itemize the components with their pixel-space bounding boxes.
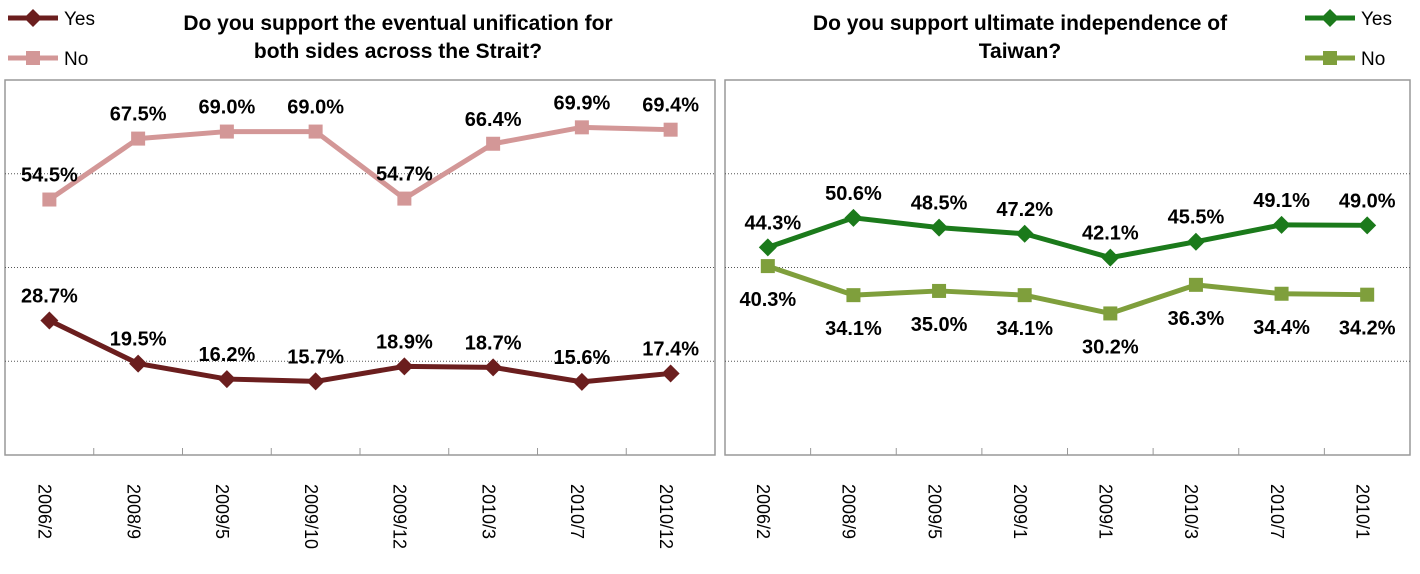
marker <box>40 311 59 330</box>
title-line: Do you support ultimate independence of <box>813 12 1228 35</box>
x-tick-label: 2006/2 <box>753 484 773 539</box>
value-label: 34.1% <box>996 318 1053 340</box>
value-label: 35.0% <box>911 314 968 336</box>
marker <box>1272 215 1291 234</box>
value-label: 54.5% <box>21 165 78 187</box>
marker <box>1101 248 1120 267</box>
marker <box>1186 232 1205 251</box>
x-tick-label: 2009/1 <box>1096 484 1116 539</box>
value-label: 49.1% <box>1253 190 1310 212</box>
marker <box>306 372 325 391</box>
value-label: 69.0% <box>287 97 344 119</box>
marker <box>129 354 148 373</box>
marker <box>663 122 678 137</box>
legend-label: No <box>1361 49 1385 70</box>
x-tick-label: 2010/1 <box>1352 484 1372 539</box>
marker <box>1321 9 1339 27</box>
marker <box>1360 287 1375 302</box>
value-label: 18.7% <box>465 332 522 354</box>
value-label: 69.9% <box>554 92 611 114</box>
x-tick-label: 2010/3 <box>1181 484 1201 539</box>
x-tick-label: 2009/10 <box>301 484 321 549</box>
marker <box>308 124 323 139</box>
value-label: 15.7% <box>287 346 344 368</box>
value-label: 40.3% <box>739 289 796 311</box>
value-label: 17.4% <box>642 338 699 360</box>
series-line <box>48 318 671 385</box>
marker <box>930 218 949 237</box>
marker <box>131 131 146 146</box>
marker <box>26 51 40 65</box>
x-tick-label: 2010/3 <box>478 484 498 539</box>
value-label: 34.1% <box>825 318 882 340</box>
value-label: 28.7% <box>21 285 78 307</box>
marker <box>1017 288 1032 303</box>
value-label: 44.3% <box>744 212 801 234</box>
value-label: 69.4% <box>642 95 699 117</box>
value-label: 67.5% <box>110 104 167 126</box>
chart-title: Do you support the eventual unification … <box>183 12 612 63</box>
title-line: Taiwan? <box>979 40 1061 63</box>
marker <box>572 372 591 391</box>
marker <box>1015 224 1034 243</box>
value-label: 34.4% <box>1253 317 1310 339</box>
series-line <box>47 124 671 202</box>
value-label: 42.1% <box>1082 223 1139 245</box>
value-label: 69.0% <box>199 97 256 119</box>
value-label: 36.3% <box>1168 308 1225 330</box>
x-tick-label: 2006/2 <box>35 484 55 539</box>
value-label: 54.7% <box>376 164 433 186</box>
marker <box>217 370 236 389</box>
x-tick-label: 2009/1 <box>1010 484 1030 539</box>
legend-label: Yes <box>64 9 95 30</box>
chart-title: Do you support ultimate independence of T… <box>813 12 1228 63</box>
value-label: 16.2% <box>199 344 256 366</box>
legend-label: No <box>64 49 88 70</box>
marker <box>846 288 861 303</box>
value-label: 19.5% <box>110 329 167 351</box>
x-tick-label: 2009/5 <box>924 484 944 539</box>
marker <box>1323 51 1337 65</box>
value-label: 47.2% <box>996 199 1053 221</box>
x-tick-label: 2010/7 <box>567 484 587 539</box>
title-line: both sides across the Strait? <box>254 40 542 63</box>
value-label: 15.6% <box>554 347 611 369</box>
marker <box>484 358 503 377</box>
value-label: 50.6% <box>825 183 882 205</box>
value-label: 30.2% <box>1082 336 1139 358</box>
marker <box>219 124 234 139</box>
x-tick-label: 2009/12 <box>390 484 410 549</box>
series-line <box>766 215 1368 261</box>
marker <box>844 208 863 227</box>
marker <box>1358 216 1377 235</box>
x-tick-label: 2008/9 <box>839 484 859 539</box>
x-tick-label: 2008/9 <box>123 484 143 539</box>
marker <box>1103 306 1118 321</box>
marker <box>760 259 775 274</box>
marker <box>1274 286 1289 301</box>
marker <box>758 238 777 257</box>
marker <box>395 357 414 376</box>
legend-label: Yes <box>1361 9 1392 30</box>
marker <box>24 9 42 27</box>
marker <box>932 283 947 298</box>
x-tick-label: 2009/5 <box>212 484 232 539</box>
value-label: 49.0% <box>1339 190 1396 212</box>
marker <box>486 136 501 151</box>
marker <box>574 120 589 135</box>
x-tick-label: 2010/12 <box>656 484 676 549</box>
value-label: 45.5% <box>1168 207 1225 229</box>
marker <box>1188 277 1203 292</box>
marker <box>661 364 680 383</box>
value-label: 48.5% <box>911 193 968 215</box>
marker <box>42 192 57 207</box>
marker <box>397 191 412 206</box>
series-line <box>767 263 1368 316</box>
x-tick-label: 2010/7 <box>1267 484 1287 539</box>
value-label: 18.9% <box>376 331 433 353</box>
value-label: 34.2% <box>1339 318 1396 340</box>
value-label: 66.4% <box>465 109 522 131</box>
title-line: Do you support the eventual unification … <box>183 12 612 35</box>
